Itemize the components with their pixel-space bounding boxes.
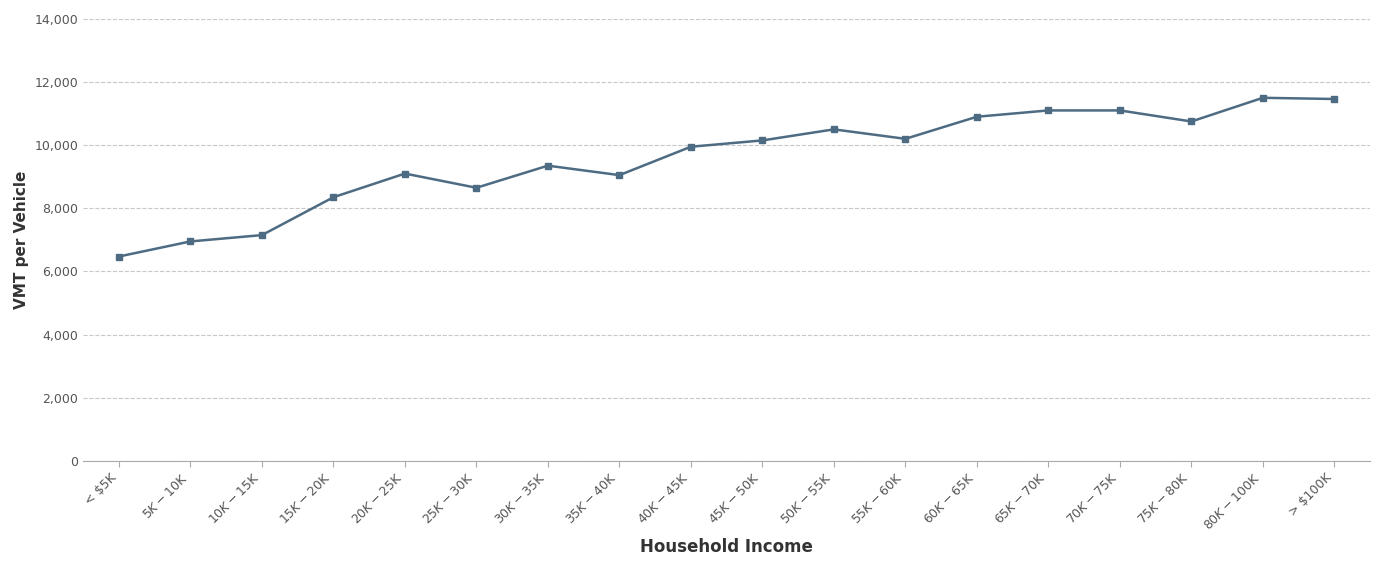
Y-axis label: VMT per Vehicle: VMT per Vehicle [14, 170, 29, 309]
X-axis label: Household Income: Household Income [641, 538, 812, 556]
